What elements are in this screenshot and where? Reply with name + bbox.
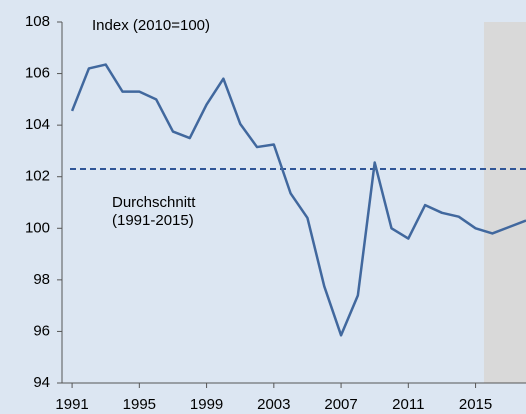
- x-tick-label: 2011: [392, 396, 424, 413]
- x-tick-label: 2003: [257, 396, 290, 413]
- y-tick-label: 100: [25, 219, 50, 236]
- y-tick-label: 102: [25, 168, 50, 185]
- x-tick-label: 2015: [459, 396, 492, 413]
- forecast-shade: [483, 22, 526, 383]
- y-tick-label: 96: [33, 322, 50, 339]
- index-note: Index (2010=100): [92, 17, 210, 34]
- average-label: Durchschnitt: [112, 194, 196, 211]
- y-tick-label: 94: [33, 374, 50, 391]
- y-tick-label: 98: [33, 271, 50, 288]
- x-tick-label: 1999: [190, 396, 223, 413]
- series-line: [70, 63, 526, 337]
- y-tick-label: 104: [25, 116, 50, 133]
- average-label: (1991-2015): [112, 212, 194, 229]
- x-tick-label: 1991: [55, 396, 88, 413]
- x-tick-label: 1995: [123, 396, 156, 413]
- x-tick-label: 2007: [324, 396, 357, 413]
- y-tick-label: 106: [25, 65, 50, 82]
- y-tick-label: 108: [25, 13, 50, 30]
